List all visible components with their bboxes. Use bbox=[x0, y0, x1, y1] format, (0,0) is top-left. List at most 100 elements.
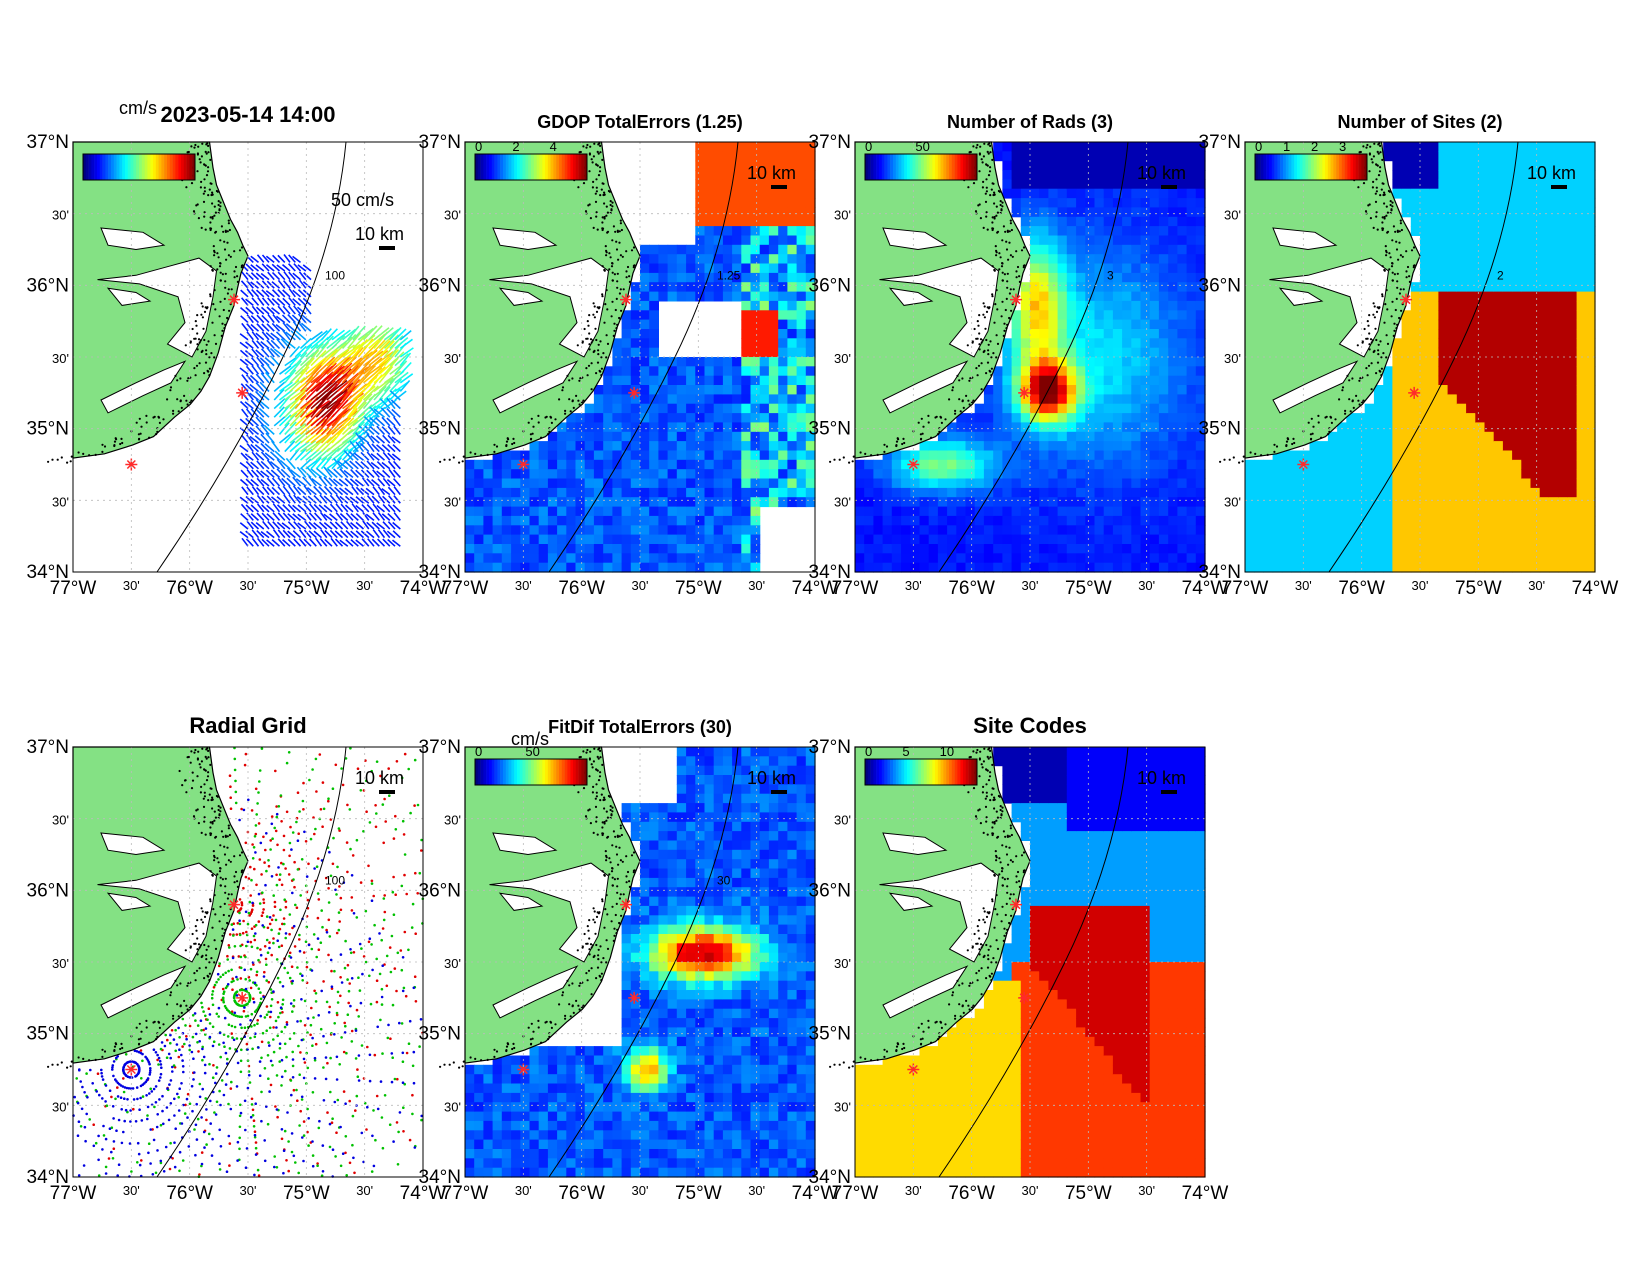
field-cell bbox=[1456, 170, 1467, 180]
field-cell bbox=[1401, 534, 1412, 545]
field-cell bbox=[1438, 216, 1449, 227]
field-cell bbox=[1429, 562, 1439, 573]
coast-dot bbox=[211, 202, 214, 205]
vector-arrow bbox=[288, 279, 296, 289]
coast-dot bbox=[983, 316, 986, 319]
field-cell bbox=[993, 450, 1003, 461]
field-cell bbox=[1149, 319, 1160, 330]
vector-arrow bbox=[249, 426, 259, 436]
field-cell bbox=[1254, 497, 1264, 508]
field-cell bbox=[1410, 487, 1421, 498]
field-cell bbox=[768, 291, 779, 302]
field-cell bbox=[1438, 562, 1449, 573]
coast-dot bbox=[597, 174, 601, 177]
field-cell bbox=[1355, 553, 1366, 564]
field-cell bbox=[1364, 459, 1375, 470]
field-cell bbox=[1057, 525, 1068, 536]
field-cell bbox=[864, 506, 874, 517]
field-cell bbox=[603, 385, 613, 395]
coast-dot bbox=[199, 161, 202, 164]
vector-arrow bbox=[308, 530, 317, 539]
field-cell bbox=[640, 366, 650, 377]
colorbar-swatch bbox=[550, 154, 554, 180]
coast-dot bbox=[985, 211, 988, 214]
field-cell bbox=[741, 170, 752, 180]
field-cell bbox=[640, 375, 650, 386]
field-cell bbox=[1011, 413, 1022, 423]
field-cell bbox=[1475, 375, 1486, 386]
field-cell bbox=[1281, 459, 1292, 470]
field-cell bbox=[1410, 478, 1421, 489]
field-cell bbox=[1512, 226, 1522, 236]
coast-dot bbox=[203, 178, 206, 181]
field-cell bbox=[465, 553, 475, 564]
vector-arrow bbox=[344, 495, 354, 504]
vector-arrow bbox=[369, 426, 380, 436]
field-cell bbox=[1291, 553, 1301, 564]
coast-dot bbox=[219, 279, 222, 282]
field-cell bbox=[649, 329, 659, 339]
field-cell bbox=[741, 151, 752, 162]
field-cell bbox=[1149, 534, 1160, 545]
coast-dot bbox=[227, 317, 230, 320]
field-cell bbox=[1383, 403, 1393, 414]
coast-dot bbox=[589, 217, 592, 220]
vector-arrow bbox=[331, 349, 350, 367]
field-cell bbox=[1195, 310, 1206, 321]
field-cell bbox=[750, 459, 761, 470]
field-cell bbox=[1168, 525, 1178, 536]
field-cell bbox=[1177, 357, 1188, 367]
field-cell bbox=[1373, 413, 1384, 423]
field-cell bbox=[1076, 385, 1086, 395]
field-cell bbox=[1364, 450, 1375, 461]
vector-arrow bbox=[289, 368, 305, 384]
vector-arrow bbox=[289, 392, 306, 410]
coast-dot bbox=[77, 451, 80, 454]
coast-dot bbox=[186, 379, 189, 382]
field-cell bbox=[1456, 282, 1467, 293]
field-cell bbox=[492, 544, 503, 554]
vector-arrow bbox=[355, 469, 365, 478]
field-cell bbox=[1076, 403, 1086, 414]
field-cell bbox=[1195, 235, 1206, 246]
coast-dot bbox=[589, 338, 593, 341]
field-cell bbox=[759, 347, 770, 358]
vector-arrow bbox=[267, 314, 275, 324]
field-cell bbox=[1392, 515, 1403, 526]
vector-arrow bbox=[373, 408, 385, 418]
coast-dot bbox=[119, 442, 122, 446]
field-cell bbox=[1502, 459, 1513, 470]
coast-dot bbox=[591, 161, 594, 164]
field-cell bbox=[1030, 375, 1040, 386]
field-cell bbox=[593, 487, 604, 498]
field-cell bbox=[686, 459, 696, 470]
coast-dot bbox=[595, 211, 598, 214]
field-cell bbox=[1438, 431, 1449, 442]
lon-tick-label: 77°W bbox=[832, 578, 879, 599]
coast-dot bbox=[547, 433, 550, 436]
field-cell bbox=[593, 394, 604, 405]
vector-arrow bbox=[373, 398, 388, 410]
coast-dot bbox=[1001, 271, 1004, 274]
field-cell bbox=[873, 553, 884, 564]
field-cell bbox=[1011, 151, 1022, 162]
field-cell bbox=[667, 544, 678, 554]
field-cell bbox=[1466, 544, 1476, 554]
field-cell bbox=[483, 478, 494, 489]
field-cell bbox=[1085, 403, 1096, 414]
field-cell bbox=[1475, 469, 1486, 480]
field-cell bbox=[1447, 291, 1458, 302]
field-cell bbox=[1039, 497, 1049, 508]
coast-dot bbox=[985, 186, 988, 189]
coast-dot bbox=[600, 367, 603, 370]
field-cell bbox=[621, 394, 632, 405]
vector-arrow bbox=[318, 521, 328, 530]
sound-water bbox=[100, 360, 187, 414]
field-cell bbox=[983, 431, 994, 442]
field-cell bbox=[1456, 198, 1467, 208]
field-cell bbox=[695, 244, 706, 255]
field-cell bbox=[676, 254, 687, 265]
field-cell bbox=[658, 413, 669, 423]
vector-arrow bbox=[387, 538, 396, 547]
colorbar-swatch bbox=[940, 154, 944, 180]
